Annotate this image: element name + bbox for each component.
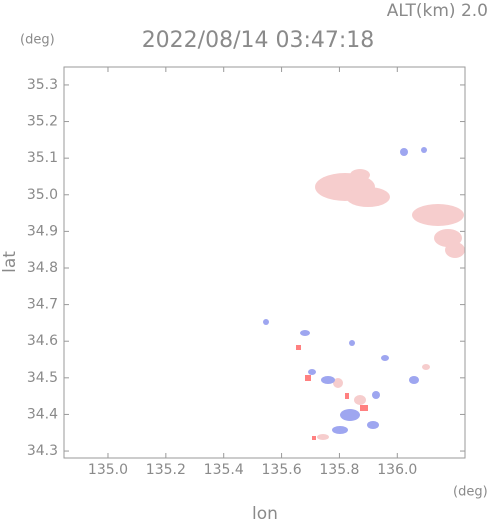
x-tick-label: 135.6 xyxy=(262,462,302,478)
plot-frame xyxy=(63,66,466,459)
y-tick-label: 34.3 xyxy=(27,443,58,459)
altitude: ALT(km) 2.0 xyxy=(387,1,488,21)
y-axis-label: lat xyxy=(0,251,20,273)
x-tick-label: 135.8 xyxy=(319,462,359,478)
y-tick-label: 35.2 xyxy=(27,114,58,130)
x-tick-label: 135.0 xyxy=(88,462,128,478)
x-tick-label: 135.2 xyxy=(146,462,186,478)
x-axis-label: lon xyxy=(252,504,278,521)
y-tick-label: 34.8 xyxy=(27,260,58,276)
y-tick-label: 34.7 xyxy=(27,297,58,313)
y-tick-label: 35.0 xyxy=(27,187,58,203)
y-tick-label: 35.1 xyxy=(27,150,58,166)
chart-title: 2022/08/14 03:47:18 xyxy=(142,28,375,53)
x-tick-label: 136.0 xyxy=(377,462,417,478)
y-tick-label: 34.9 xyxy=(27,223,58,239)
y-tick-label: 34.4 xyxy=(27,406,58,422)
x-unit: (deg) xyxy=(453,485,488,500)
y-unit: (deg) xyxy=(20,33,55,48)
x-tick-label: 135.4 xyxy=(204,462,244,478)
y-tick-label: 34.5 xyxy=(27,370,58,386)
y-tick-label: 34.6 xyxy=(27,333,58,349)
echoes xyxy=(263,147,465,440)
y-tick-label: 35.3 xyxy=(27,77,58,93)
